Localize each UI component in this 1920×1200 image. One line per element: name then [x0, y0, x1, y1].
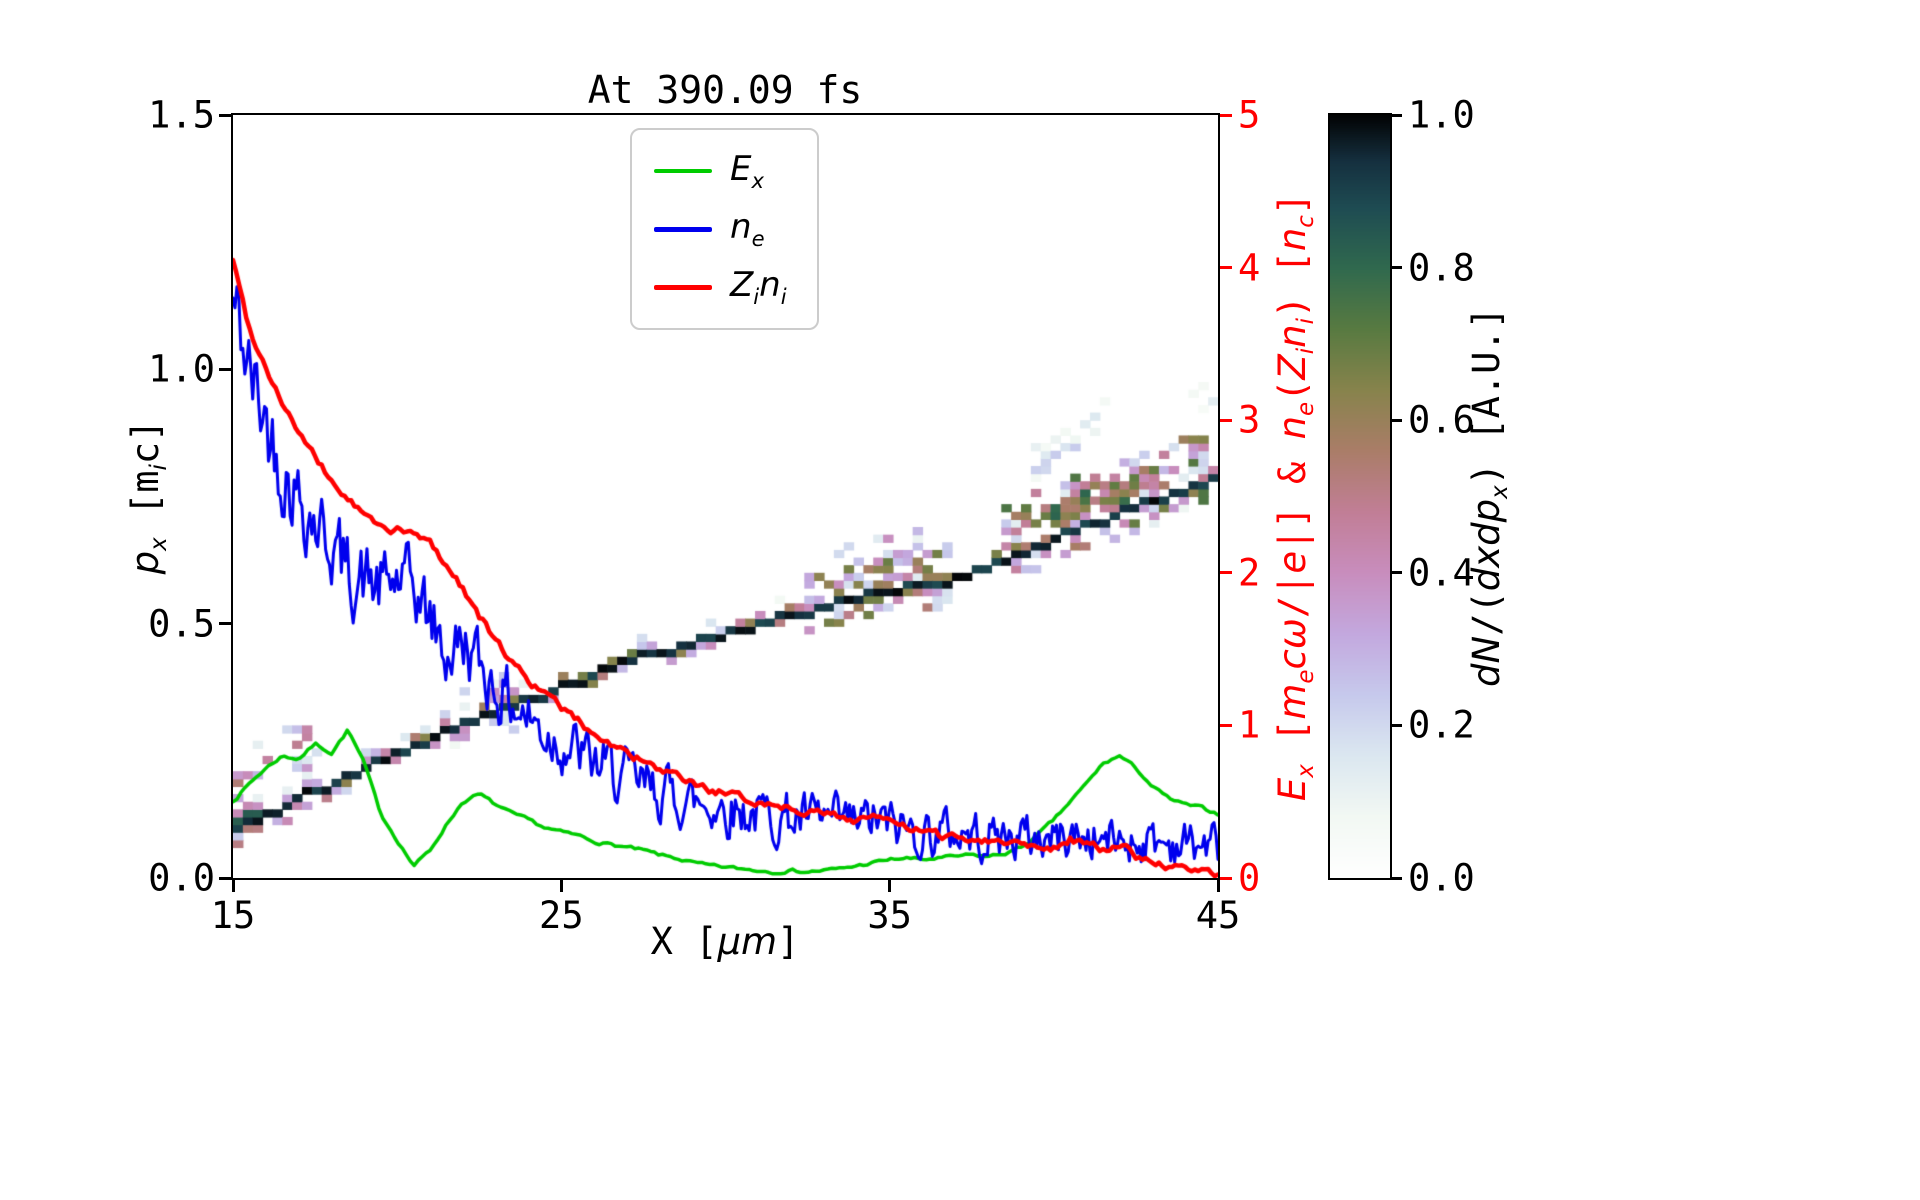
y-left-tick-label: 1.5 [148, 93, 215, 137]
y-left-tick-mark [219, 113, 231, 117]
colorbar-tick-label: 0.0 [1408, 856, 1475, 900]
x-tick-mark [888, 880, 892, 892]
y-left-tick-mark [219, 367, 231, 371]
legend: Ex ne Zini [630, 128, 819, 330]
y-right-tick-mark [1220, 266, 1232, 270]
y-left-tick-label: 1.0 [148, 347, 215, 391]
y-right-axis-label: Ex [mecω/|e|] & ne(Zini) [nc] [1270, 192, 1320, 802]
x-tick-mark [231, 880, 235, 892]
y-right-tick-mark [1220, 418, 1232, 422]
colorbar-tick-label: 0.8 [1408, 246, 1475, 290]
legend-label-ne: ne [730, 206, 765, 251]
colorbar-tick-label: 0.6 [1408, 398, 1475, 442]
y-right-tick-label: 4 [1238, 246, 1261, 290]
y-right-tick-mark [1220, 723, 1232, 727]
legend-item-Zini: Zini [654, 258, 787, 316]
y-left-tick-label: 0.5 [148, 602, 215, 646]
y-right-tick-label: 3 [1238, 398, 1261, 442]
y-left-tick-label: 0.0 [148, 856, 215, 900]
y-right-tick-label: 2 [1238, 551, 1261, 595]
y-left-tick-mark [219, 622, 231, 626]
colorbar-tick-label: 0.2 [1408, 703, 1475, 747]
colorbar-label: dN/(dxdpx) [A.U.] [1464, 307, 1514, 687]
y-right-tick-mark [1220, 876, 1232, 880]
y-right-tick-label: 1 [1238, 703, 1261, 747]
legend-item-ne: ne [654, 200, 787, 258]
x-tick-mark [559, 880, 563, 892]
y-right-tick-mark [1220, 571, 1232, 575]
legend-line-swatch-ne [654, 226, 712, 232]
colorbar-tick-mark [1392, 266, 1402, 270]
legend-label-Zini: Zini [730, 264, 787, 309]
colorbar-tick-label: 1.0 [1408, 93, 1475, 137]
y-right-tick-label: 5 [1238, 93, 1261, 137]
x-axis-label: X [μm] [650, 920, 800, 963]
colorbar-tick-mark [1392, 723, 1402, 727]
x-tick-label: 35 [867, 894, 912, 937]
y-left-axis-label: px [mic] [123, 419, 173, 575]
chart-title: At 390.09 fs [587, 68, 863, 112]
x-tick-label: 45 [1195, 894, 1241, 937]
x-tick-label: 25 [539, 894, 584, 937]
legend-label-Ex: Ex [730, 148, 764, 193]
y-left-tick-mark [219, 876, 231, 880]
x-tick-mark [1216, 880, 1220, 892]
y-right-tick-label: 0 [1238, 856, 1261, 900]
colorbar-tick-mark [1392, 571, 1402, 575]
colorbar [1328, 113, 1392, 880]
x-tick-label: 15 [210, 894, 256, 937]
y-right-tick-mark [1220, 113, 1232, 117]
legend-item-Ex: Ex [654, 142, 787, 200]
colorbar-gradient [1330, 115, 1390, 878]
colorbar-tick-mark [1392, 876, 1402, 880]
colorbar-tick-mark [1392, 113, 1402, 117]
legend-line-swatch-Zini [654, 284, 712, 290]
legend-line-swatch-Ex [654, 169, 712, 173]
colorbar-tick-mark [1392, 418, 1402, 422]
colorbar-tick-label: 0.4 [1408, 551, 1475, 595]
